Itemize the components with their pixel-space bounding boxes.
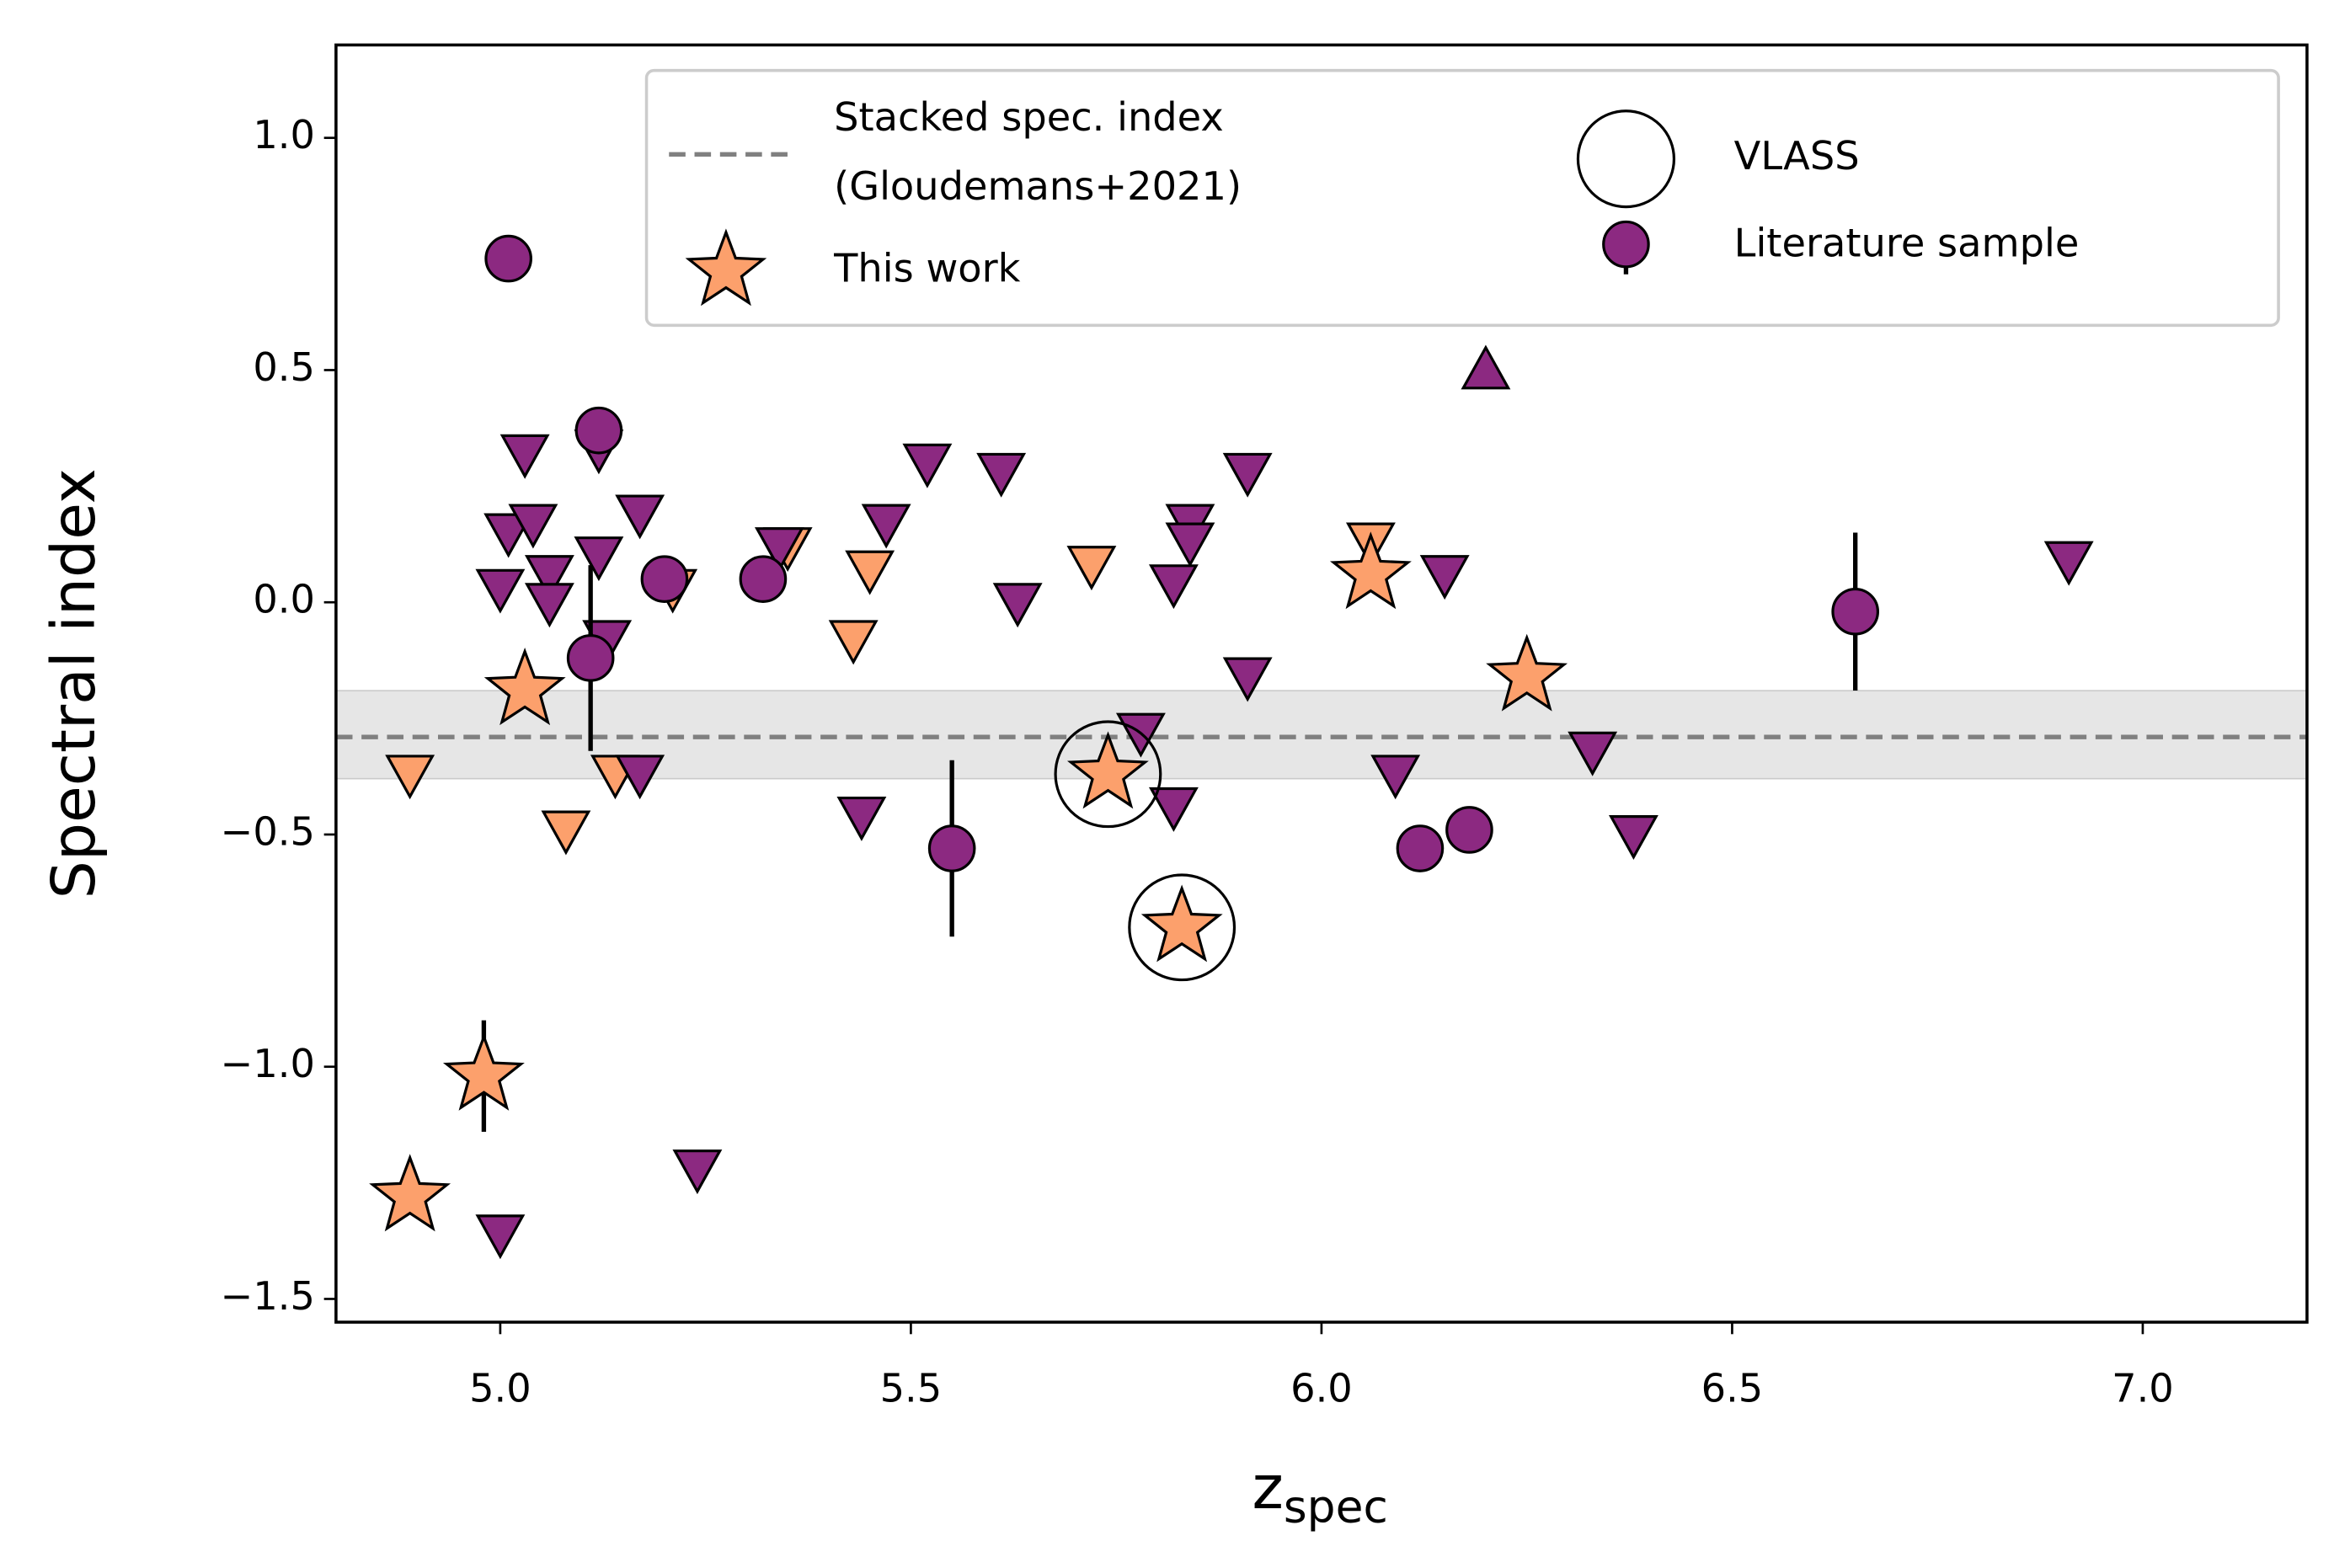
limit-marker: [2043, 541, 2094, 586]
limit-marker: [1419, 555, 1470, 600]
limit-marker: [828, 620, 879, 665]
point-marker: [1140, 884, 1223, 963]
legend-swatch: [1576, 109, 1676, 209]
limit-marker: [499, 434, 550, 479]
legend-box: [644, 68, 2280, 328]
reference-band: [335, 690, 2308, 780]
limit-marker: [1148, 564, 1199, 610]
x-tick-label: 7.0: [2112, 1365, 2174, 1411]
x-label-sub: spec: [1284, 1480, 1388, 1533]
point-marker: [1066, 731, 1149, 809]
limit-marker: [1222, 452, 1273, 498]
x-axis-label: zspec: [1252, 1453, 1387, 1533]
x-tick-label: 6.5: [1701, 1365, 1764, 1411]
point-marker: [484, 234, 532, 283]
limit-marker: [615, 494, 665, 540]
legend-label: VLASS: [1734, 133, 1860, 179]
limit-marker: [1461, 344, 1511, 390]
limit-marker: [754, 527, 804, 573]
y-tick-label: −0.5: [221, 808, 315, 854]
limit-marker: [385, 755, 435, 800]
limit-marker: [541, 810, 591, 856]
point-marker: [1831, 587, 1880, 636]
x-tick-label: 5.0: [469, 1365, 531, 1411]
legend-label: Literature sample: [1734, 220, 2080, 265]
y-tick-label: 0.5: [253, 344, 315, 390]
limit-marker: [524, 555, 574, 600]
limit-marker: [508, 504, 558, 549]
limit-marker: [1222, 657, 1273, 702]
point-marker: [369, 1154, 451, 1232]
vlass-ring: [1054, 720, 1162, 829]
point-marker: [1329, 531, 1412, 610]
vlass-ring: [1128, 873, 1236, 982]
legend-swatch: [1602, 220, 1650, 269]
limit-marker: [861, 504, 911, 549]
limit-marker: [475, 568, 526, 614]
x-tick-label: 6.0: [1290, 1365, 1353, 1411]
limit-marker: [1165, 522, 1215, 568]
limit-marker: [1066, 546, 1117, 591]
point-marker: [640, 555, 689, 603]
x-label-main: z: [1252, 1453, 1283, 1523]
legend-label: (Gloudemans+2021): [834, 163, 1242, 209]
y-tick-label: 1.0: [253, 112, 315, 157]
limit-marker: [524, 583, 574, 628]
point-marker: [566, 634, 615, 682]
x-tick-label: 5.5: [880, 1365, 943, 1411]
limit-marker: [475, 1214, 526, 1260]
point-marker: [739, 555, 788, 603]
limit-marker: [836, 796, 887, 841]
point-marker: [927, 824, 976, 872]
limit-marker: [902, 443, 953, 488]
point-marker: [1396, 824, 1445, 872]
limit-marker: [976, 452, 1027, 498]
limit-marker: [992, 583, 1043, 628]
limit-marker: [615, 755, 665, 800]
y-tick-label: −1.5: [221, 1273, 315, 1319]
legend-swatch: [685, 228, 767, 307]
y-axis-label: Spectral index: [39, 468, 109, 899]
y-tick-label: −1.0: [221, 1041, 315, 1086]
limit-marker: [1148, 787, 1199, 832]
limit-marker: [845, 550, 895, 595]
limit-marker: [574, 536, 624, 582]
limit-marker: [1568, 731, 1618, 776]
point-marker: [483, 648, 566, 726]
limit-marker: [1608, 815, 1658, 860]
limit-marker: [483, 513, 534, 558]
point-marker: [574, 406, 623, 455]
point-marker: [1445, 806, 1493, 854]
limit-marker: [672, 1149, 723, 1195]
y-tick-label: 0.0: [253, 577, 315, 622]
plot-frame: [334, 43, 2309, 1324]
point-marker: [442, 1032, 525, 1111]
point-marker: [1486, 633, 1568, 712]
limit-marker: [1370, 755, 1421, 800]
legend-label: Stacked spec. index: [834, 94, 1224, 140]
legend-label: This work: [833, 246, 1021, 291]
